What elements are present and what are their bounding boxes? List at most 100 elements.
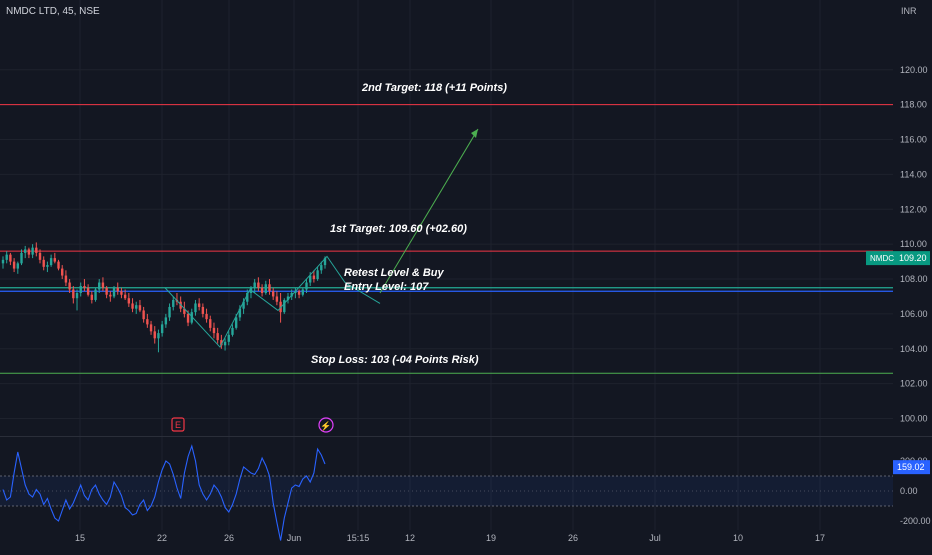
candle-body xyxy=(127,298,131,304)
candle-body xyxy=(264,284,267,293)
candle-body xyxy=(216,333,219,341)
candle-body xyxy=(146,319,149,325)
candle-body xyxy=(234,317,238,328)
labels: 2nd Target: 118 (+11 Points) 1st Target: … xyxy=(171,82,930,475)
first-target-label: 1st Target: 109.60 (+02.60) xyxy=(330,223,467,235)
time-tick-label: Jun xyxy=(287,533,302,543)
candle-body xyxy=(190,312,193,323)
candle-body xyxy=(231,327,234,335)
price-tick-label: 108.00 xyxy=(900,274,928,284)
candle-body xyxy=(301,289,304,295)
drawings xyxy=(164,128,479,348)
candle-body xyxy=(172,299,175,307)
candle-body xyxy=(209,319,212,328)
candle-body xyxy=(212,327,216,334)
candle-body xyxy=(131,303,134,309)
cci-value-label: 159.02 xyxy=(897,462,925,472)
earnings-marker: E xyxy=(171,417,185,432)
candle-body xyxy=(112,287,116,297)
candle-body xyxy=(205,313,208,320)
candle-body xyxy=(283,299,286,313)
last-price-symbol: NMDC xyxy=(870,254,894,263)
split-marker-label: ⚡ xyxy=(320,420,331,432)
price-tick-label: 106.00 xyxy=(900,309,928,319)
candle-body xyxy=(238,308,242,318)
candle-body xyxy=(53,258,57,262)
price-tick-label: 104.00 xyxy=(900,344,928,354)
time-tick-label: 22 xyxy=(157,533,167,543)
candle-body xyxy=(83,286,86,288)
axes: 15 22 26 Jun 15:15 12 19 26 Jul 10 17 100.00 102.00 1… xyxy=(75,65,931,543)
candle-body xyxy=(1,259,5,264)
candle-body xyxy=(297,291,301,295)
candle-body xyxy=(186,313,190,323)
candle-body xyxy=(94,289,97,300)
grid xyxy=(0,0,932,530)
cci-line xyxy=(2,444,326,541)
candle-body xyxy=(323,258,327,266)
candle-body xyxy=(275,296,279,302)
candle-body xyxy=(246,292,249,302)
time-tick-label: 15 xyxy=(75,533,85,543)
candle-body xyxy=(120,291,123,295)
split-marker: ⚡ xyxy=(318,417,334,433)
candle-body xyxy=(268,284,271,292)
candle-body xyxy=(135,305,138,309)
candle-body xyxy=(90,294,94,300)
candle-body xyxy=(294,291,297,293)
split-marker-circle xyxy=(318,417,334,433)
cci-tick-label: 0.00 xyxy=(900,486,918,496)
earnings-marker-box xyxy=(171,417,185,432)
candle-body xyxy=(86,287,90,295)
price-tick-label: 114.00 xyxy=(900,169,927,179)
candle-body xyxy=(308,275,312,283)
candle-body xyxy=(24,249,27,253)
second-target-label: 2nd Target: 118 (+11 Points) xyxy=(361,82,507,94)
candle-body xyxy=(116,287,119,292)
levels xyxy=(0,104,893,374)
candle-body xyxy=(160,324,164,334)
stop-loss-label: Stop Loss: 103 (-04 Points Risk) xyxy=(311,354,479,366)
candle-body xyxy=(257,282,260,288)
price-tick-label: 100.00 xyxy=(900,414,928,424)
candle-body xyxy=(138,305,142,311)
cci-pane xyxy=(0,444,893,541)
candle-body xyxy=(68,282,71,290)
candle-body xyxy=(75,292,79,299)
time-tick-label: 10 xyxy=(733,533,743,543)
price-tick-label: 116.00 xyxy=(900,135,927,145)
candle-body xyxy=(38,252,42,260)
candle-body xyxy=(260,287,264,293)
candle-body xyxy=(149,324,153,332)
last-price-badge xyxy=(866,251,930,266)
candle-body xyxy=(157,333,160,339)
candle-body xyxy=(153,331,156,339)
candle-body xyxy=(109,294,112,297)
candle-body xyxy=(123,294,127,299)
candle-body xyxy=(197,303,201,307)
candle-body xyxy=(194,303,197,313)
time-tick-label: 26 xyxy=(568,533,578,543)
candle-body xyxy=(183,308,186,314)
candles xyxy=(1,242,327,353)
candle-body xyxy=(27,249,31,255)
time-tick-label: Jul xyxy=(649,533,661,543)
cci-band xyxy=(0,476,893,506)
time-tick-label: 15:15 xyxy=(347,533,370,543)
time-tick-label: 17 xyxy=(815,533,825,543)
entry-level-label: Entry Level: 107 xyxy=(344,281,429,293)
candle-body xyxy=(16,263,20,269)
symbol-title[interactable]: NMDC LTD, 45, NSE xyxy=(6,6,100,17)
candle-body xyxy=(220,340,223,346)
candle-body xyxy=(168,306,171,318)
candle-body xyxy=(201,306,205,314)
candle-body xyxy=(142,310,145,320)
candle-body xyxy=(305,282,308,290)
price-tick-label: 110.00 xyxy=(900,239,927,249)
price-tick-label: 118.00 xyxy=(900,100,927,110)
candle-body xyxy=(105,287,108,295)
cci-tick-label: -200.00 xyxy=(900,516,931,526)
pattern-zigzag xyxy=(164,255,381,348)
